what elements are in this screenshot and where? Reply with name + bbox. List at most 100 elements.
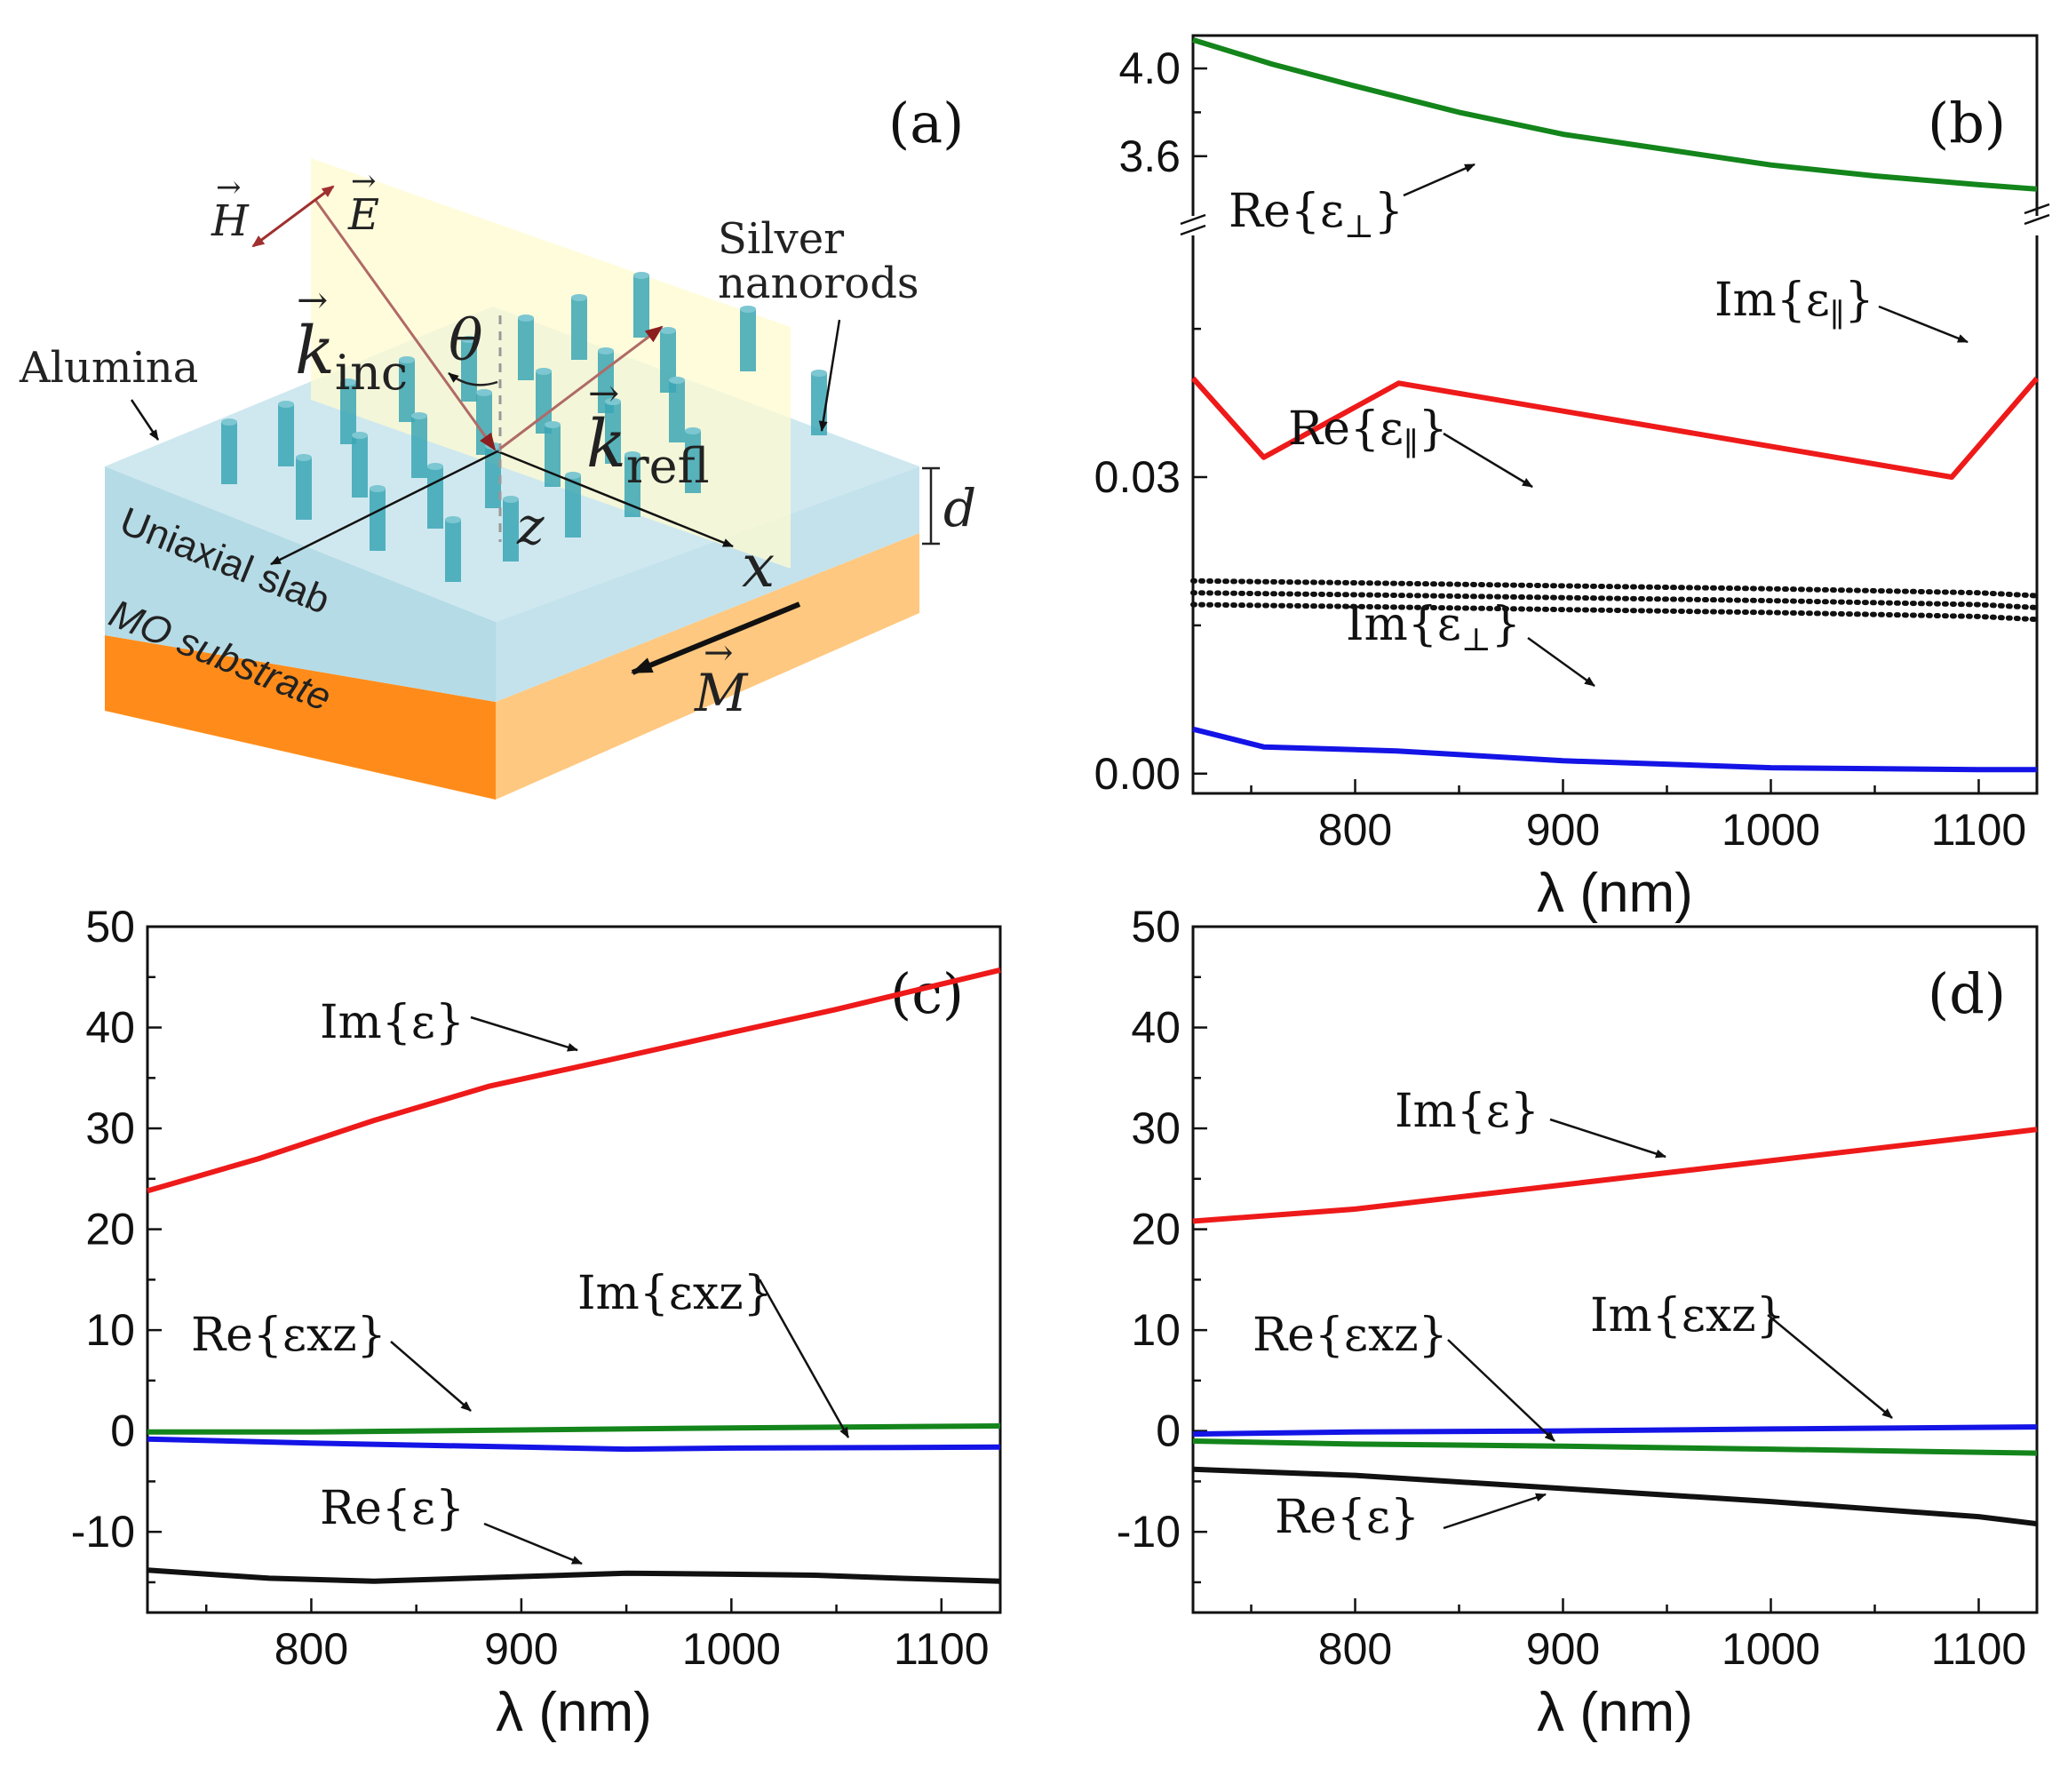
panel-d-series-3 [1192, 1466, 2038, 1527]
nanorods-label-line1: Silver [718, 214, 844, 264]
y-tick-label: 50 [85, 902, 135, 952]
nanorod-cap-11 [476, 389, 492, 396]
x-axis-label: λ (nm) [1537, 1682, 1693, 1743]
nanorod-2 [340, 382, 356, 444]
annot-im-eps-perp-label-end: } [1491, 598, 1521, 651]
magnetization-arrow [631, 601, 801, 675]
panel-d-series-0 [1192, 1127, 2038, 1224]
panel-c-annot-3-pointer [483, 1522, 583, 1565]
x-axis-label: x [742, 532, 775, 601]
panel-c-annot-2-label: Im{εxz} [577, 1267, 773, 1320]
slab-front-side [105, 466, 496, 702]
nanorod-7 [633, 275, 649, 338]
nanorod-3 [399, 360, 415, 422]
x-tick-label: 900 [484, 1624, 558, 1674]
panel-tag: (b) [1928, 91, 2006, 155]
annot-re-eps-perp-label: Re{ε⊥} [1229, 185, 1404, 245]
series-b-0 [1192, 37, 2038, 192]
alumina-label: Alumina [19, 343, 198, 393]
nanorod-cap-3 [399, 356, 415, 363]
series-re-eps-par-band-2 [1190, 601, 2040, 623]
y-tick-label: 0.03 [1094, 452, 1181, 502]
nanorod-cap-4 [461, 336, 477, 343]
annot-re-eps-perp-pointer [1403, 163, 1475, 197]
nanorod-cap-22 [811, 370, 827, 377]
y-tick-label: -10 [71, 1507, 135, 1557]
thickness-label: d [943, 478, 976, 538]
nanorod-17 [427, 466, 443, 529]
x-tick-label: 800 [1318, 805, 1392, 855]
nanorod-24 [503, 499, 519, 561]
panel-d-annot-2-pointer [1767, 1314, 1893, 1419]
annot-im-eps-perp-label: Im{ε⊥} [1346, 598, 1521, 658]
nanorod-1 [278, 404, 294, 466]
x-tick-label: 1000 [1722, 805, 1820, 855]
nanorod-cap-9 [352, 432, 368, 439]
x-axis-arrow [497, 450, 734, 548]
annot-re-eps-perp-label-sub: ⊥ [1344, 209, 1374, 245]
magnetization-label: M [694, 663, 749, 723]
annot-re-eps-perp-label-end: } [1374, 185, 1404, 238]
axis-break-mark-2 [2024, 203, 2050, 215]
k-refl-vector-mark: → [588, 371, 619, 415]
y-tick-label: 20 [85, 1205, 135, 1254]
h-field-vector-mark: → [216, 170, 242, 205]
nanorod-6 [571, 298, 587, 360]
nanorod-cap-17 [427, 463, 443, 470]
k-refl-label: krefl [586, 406, 710, 494]
panel-c-annot-0-pointer [470, 1015, 578, 1052]
nanorod-cap-26 [624, 451, 640, 458]
slab-right-side [496, 466, 919, 702]
substrate-right-side [496, 533, 919, 800]
y-tick-label: 4.0 [1118, 44, 1181, 93]
series-b-1 [1190, 376, 2040, 480]
panel-c-annot-1-pointer [390, 1341, 472, 1412]
h-e-double-arrow [251, 185, 335, 248]
plot-frame [1191, 925, 2039, 1614]
y-tick-label: 3.6 [1118, 131, 1181, 181]
nanorod-16 [370, 489, 386, 551]
panel-c-annot-3-label: Re{ε} [320, 1482, 465, 1535]
nanorod-cap-19 [545, 421, 561, 428]
theta-arc [448, 372, 498, 386]
annot-re-eps-par-label-main: Re{ε [1288, 402, 1404, 456]
y-tick-label: 40 [1131, 1003, 1181, 1053]
panel-b-chart: 800 900 1000 1100 λ (nm) (b) 4.0 3.6 0.03 0.00 Re{… [1094, 34, 2050, 924]
annot-re-eps-par-pointer [1443, 432, 1533, 489]
y-tick-label: 0 [110, 1406, 135, 1456]
nanorod-cap-8 [296, 454, 312, 461]
x-axis-label: λ (nm) [1537, 863, 1693, 924]
annot-im-eps-perp-pointer [1527, 636, 1595, 688]
x-tick-label: 800 [274, 1624, 348, 1674]
plot-frame [1191, 34, 2039, 795]
annot-re-eps-par-label-sub: ∥ [1404, 426, 1419, 463]
annot-re-eps-perp-label-main: Re{ε [1229, 185, 1344, 238]
panel-d-series-1 [1192, 1424, 2038, 1438]
nanorod-0 [221, 422, 237, 484]
y-tick-label: 30 [85, 1103, 135, 1153]
annot-im-eps-par-label-sub: ∥ [1830, 298, 1845, 334]
axis-break-mark-1 [1180, 224, 1206, 236]
k-refl-arrow [499, 325, 664, 450]
nanorod-20 [605, 402, 621, 464]
panel-c-annot-1-label: Re{εxz} [191, 1309, 386, 1362]
nanorod-cap-15 [740, 306, 756, 313]
panel-d-annot-0-pointer [1549, 1118, 1666, 1159]
nanorod-cap-6 [571, 294, 587, 301]
y-tick-label: -10 [1117, 1507, 1181, 1557]
panel-c-annot-2-pointer [758, 1278, 850, 1438]
silver-nanorods [221, 272, 827, 582]
y-tick-label: 50 [1131, 902, 1181, 952]
nanorod-19 [545, 425, 561, 487]
y-axis-arrow [270, 450, 498, 566]
nanorod-cap-1 [278, 401, 294, 408]
y-tick-label: 10 [85, 1305, 135, 1355]
annot-im-eps-par-label: Im{ε∥} [1714, 274, 1874, 334]
nanorod-23 [445, 520, 461, 582]
panel-d-annot-3-pointer [1443, 1493, 1547, 1530]
x-tick-label: 1100 [1931, 805, 2027, 855]
series-b-3 [1192, 726, 2037, 773]
series-re-eps-par-band-1 [1190, 590, 2040, 610]
k-inc-sub: inc [335, 345, 408, 401]
